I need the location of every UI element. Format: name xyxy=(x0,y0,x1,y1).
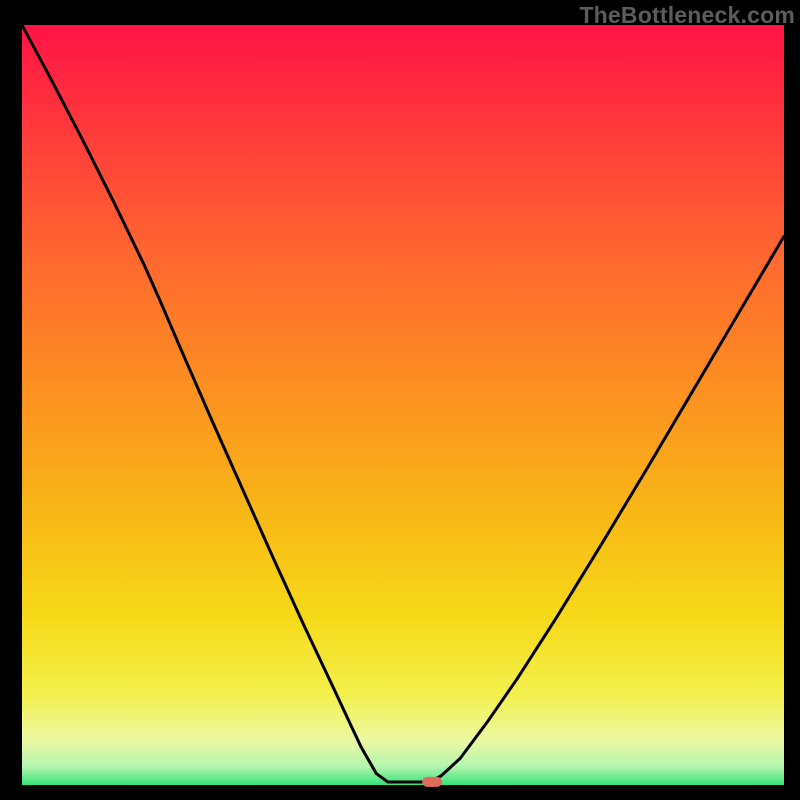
curve-left-branch xyxy=(22,25,388,782)
plot-area xyxy=(22,25,784,785)
curve-right-branch xyxy=(430,236,784,782)
watermark-text: TheBottleneck.com xyxy=(579,2,795,29)
curve-svg xyxy=(22,25,784,785)
chart-frame: TheBottleneck.com xyxy=(0,0,800,800)
valley-marker xyxy=(422,776,442,786)
